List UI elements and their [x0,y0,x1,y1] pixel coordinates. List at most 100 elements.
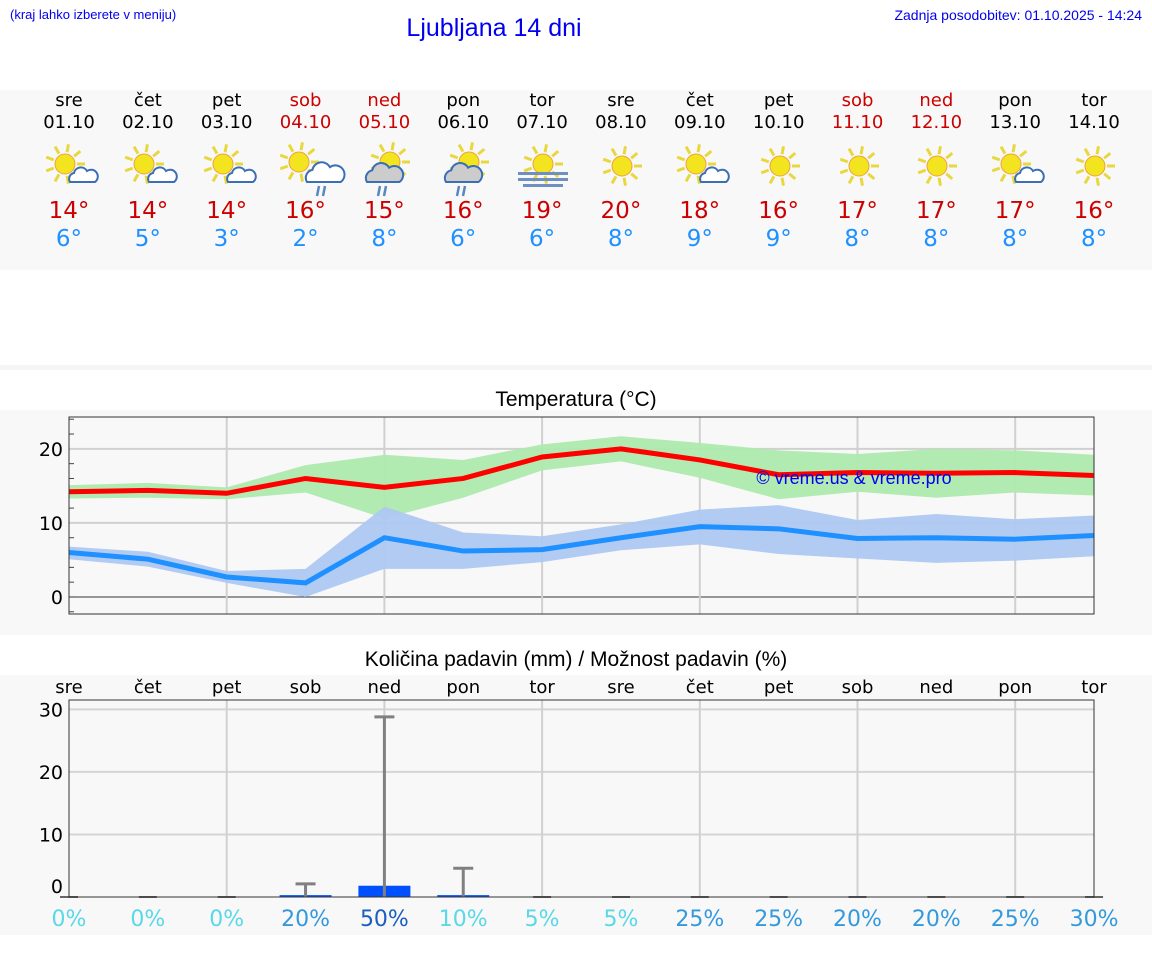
day-name: ned [367,90,402,111]
min-temperature: 3° [213,226,240,252]
precipitation-chart-panel [0,675,1152,935]
x-day-label: čet [686,677,714,698]
precipitation-probability: 20% [912,907,961,932]
precipitation-probability: 0% [52,907,87,932]
max-temperature: 16° [758,198,800,224]
day-name: čet [133,90,162,111]
max-temperature: 16° [285,198,326,224]
day-date: 13.10 [989,112,1041,133]
day-name: sre [55,90,83,111]
day-date: 01.10 [43,112,95,133]
max-temperature: 20° [600,198,642,224]
x-day-label: sob [290,677,322,698]
day-name: pon [446,90,481,111]
divider [0,365,1152,370]
daily-forecast-strip: sre 01.10 14° 6° čet 02.10 14° 5° pet 03.10 14° 3° s… [0,90,1152,270]
max-temperature: 17° [915,198,957,224]
plot-frame [68,699,1095,898]
x-day-label: pon [446,677,480,698]
sun-icon [740,134,818,202]
day-date: 03.10 [200,112,253,133]
day-name: tor [529,90,555,111]
page-title: Ljubljana 14 dni [406,14,582,42]
max-temperature: 15° [364,198,405,224]
min-temperature: 6° [529,226,556,252]
max-temperature: 16° [1073,198,1115,224]
max-temperature: 17° [994,198,1036,224]
x-day-label: pet [212,677,242,698]
day-name: sob [289,90,322,111]
day-date: 04.10 [279,112,332,133]
x-day-label: tor [529,677,555,698]
cloud-sun-rain-icon [345,134,423,202]
min-temperature: 9° [686,226,713,252]
sun-icon [1055,134,1133,202]
precipitation-probability: 25% [991,907,1040,932]
x-day-label: pet [764,677,794,698]
sun-icon [582,134,660,202]
max-temperature: 14° [127,198,169,224]
sun-cloud-icon [188,134,266,202]
temperature-chart-title: Temperatura (°C) [495,388,657,411]
min-temperature: 6° [55,226,83,252]
x-day-label: sre [55,677,82,698]
day-date: 11.10 [831,112,884,133]
day-date: 08.10 [595,112,647,133]
y-tick-label: 20 [39,762,63,784]
sun-icon [819,134,897,202]
precipitation-chart-title: Količina padavin (mm) / Možnost padavin … [364,648,788,671]
min-temperature: 2° [292,226,319,252]
min-temperature-line [68,524,1095,586]
precipitation-probability: 10% [439,907,488,932]
max-temperature: 18° [679,198,721,224]
day-name: sre [607,90,635,111]
sun-cloud-icon [109,134,187,202]
precipitation-probability: 0% [209,907,244,932]
min-temperature: 8° [844,226,871,252]
day-date: 05.10 [358,112,411,133]
sun-cloud-rain-icon [267,134,346,202]
day-date: 12.10 [910,112,963,133]
day-date: 02.10 [122,112,174,133]
max-temperature-line [68,446,1095,496]
day-name: ned [919,90,954,111]
y-tick-label: 10 [39,513,63,535]
max-temperature: 17° [837,198,878,224]
y-tick-label: 30 [39,699,63,721]
precipitation-probability: 5% [603,907,638,932]
day-date: 09.10 [674,112,726,133]
location-menu-hint: (kraj lahko izberete v meniju) [10,7,177,22]
precipitation-probability: 25% [754,907,803,932]
min-temperature: 8° [923,226,950,252]
sun-cloud-icon [30,134,108,202]
sun-icon [897,134,975,202]
day-name: pet [211,90,242,111]
watermark: © vreme.us & vreme.pro [756,468,951,488]
max-temperature: 14° [206,198,248,224]
last-updated: Zadnja posodobitev: 01.10.2025 - 14:24 [894,7,1142,23]
x-day-label: sre [607,677,634,698]
x-day-label: pon [998,677,1032,698]
y-tick-label: 0 [51,587,63,609]
min-temperature: 8° [1080,226,1108,252]
max-temperature: 16° [442,198,484,224]
y-tick-label: 0 [51,876,63,898]
sun-fog-icon [503,134,581,202]
x-day-label: čet [134,677,162,698]
min-temperature: 5° [134,226,161,252]
y-tick-label: 10 [39,824,63,846]
min-temperature: 6° [450,226,477,252]
day-name: tor [1081,90,1107,111]
precipitation-probability: 20% [281,907,330,932]
plot-frame [68,416,1095,615]
precipitation-probability: 50% [360,907,409,932]
day-date: 07.10 [516,112,568,133]
day-name: čet [685,90,714,111]
sun-cloud-icon [661,134,739,202]
sun-cloud-icon [976,134,1054,202]
precipitation-probability: 25% [675,907,724,932]
x-day-label: ned [367,677,401,698]
day-name: pet [763,90,794,111]
